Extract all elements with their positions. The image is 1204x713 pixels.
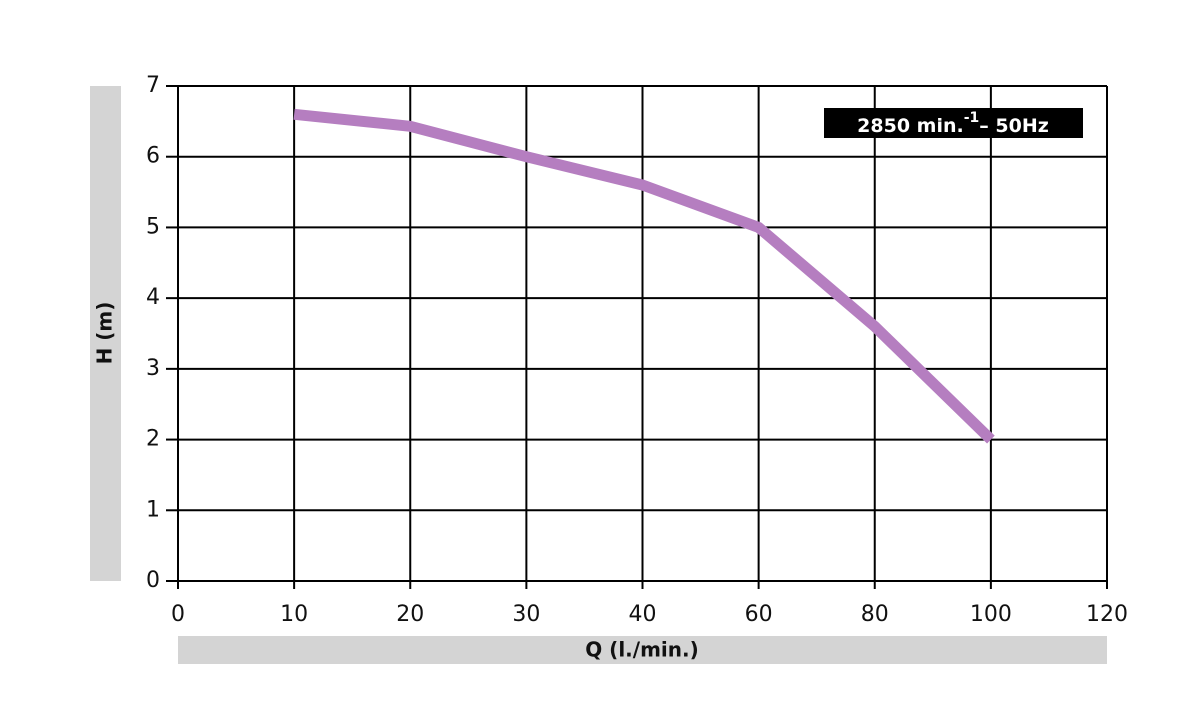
annotation-tail: – 50Hz (979, 115, 1049, 137)
annotation-base: 2850 min. (857, 115, 964, 137)
x-label-bar (178, 636, 1107, 664)
x-tick-label: 20 (396, 602, 424, 627)
annotation-box (824, 108, 1083, 138)
x-tick-label: 80 (861, 602, 889, 627)
y-axis-label: H (m) (93, 302, 117, 365)
x-tick-label: 40 (629, 602, 657, 627)
x-tick-label: 0 (171, 602, 185, 627)
x-tick-label: 120 (1086, 602, 1128, 627)
annotation-sup: -1 (964, 110, 980, 126)
y-tick-label: 4 (146, 285, 160, 310)
line-series (293, 108, 995, 444)
y-tick-label: 0 (146, 568, 160, 593)
y-tick-label: 3 (146, 356, 160, 381)
x-tick-label: 10 (280, 602, 308, 627)
y-tick-label: 7 (146, 73, 160, 98)
x-tick-label: 30 (512, 602, 540, 627)
y-tick-label: 1 (146, 497, 160, 522)
y-tick-label: 5 (146, 214, 160, 239)
x-tick-label: 100 (970, 602, 1012, 627)
x-tick-label: 60 (745, 602, 773, 627)
x-axis-label: Q (l./min.) (585, 638, 699, 662)
y-label-bar (90, 86, 121, 581)
annotation: 2850 min.-1– 50Hz (857, 110, 1049, 137)
y-tick-label: 6 (146, 144, 160, 169)
y-tick-label: 2 (146, 427, 160, 452)
